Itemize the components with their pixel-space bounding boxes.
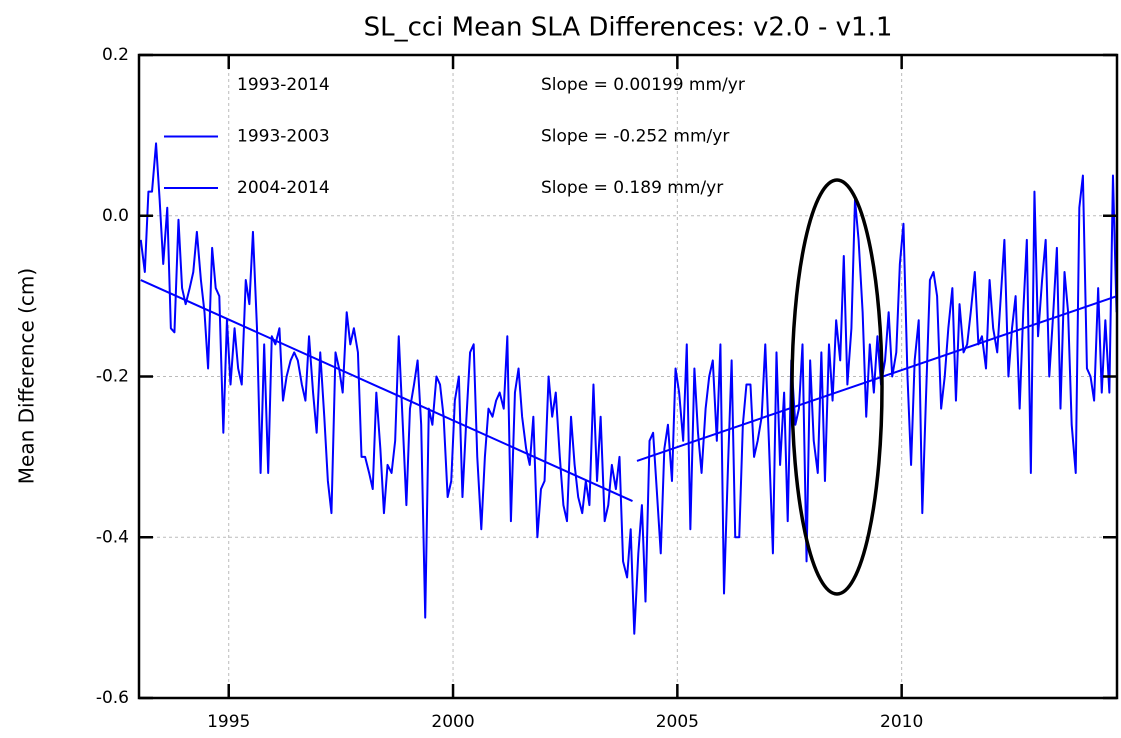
- x-tick-label: 1995: [207, 712, 250, 732]
- chart-title: SL_cci Mean SLA Differences: v2.0 - v1.1: [364, 13, 893, 43]
- highlight-ellipse: [790, 178, 884, 596]
- legend-label: 2004-2014: [237, 178, 330, 198]
- x-tick-label: 2005: [656, 712, 699, 732]
- trend-line: [636, 295, 1117, 462]
- x-tick-label: 2010: [880, 712, 923, 732]
- y-tick-label: 0.2: [102, 45, 129, 65]
- legend: 1993-2014 Slope = 0.00199 mm/yr 1993-2003 S…: [164, 75, 745, 198]
- plot-area: [139, 142, 1117, 635]
- x-tick-label: 2000: [431, 712, 474, 732]
- y-tick-label: -0.6: [96, 688, 129, 708]
- y-tick-label: -0.4: [96, 527, 129, 547]
- slope-annotation: Slope = 0.00199 mm/yr: [541, 75, 745, 95]
- slope-annotation: Slope = 0.189 mm/yr: [541, 178, 723, 198]
- y-tick-label: 0.0: [102, 206, 129, 226]
- slope-annotation: Slope = -0.252 mm/yr: [541, 127, 729, 147]
- y-axis-label: Mean Difference (cm): [15, 268, 39, 484]
- data-line: [139, 142, 1117, 635]
- trend-line: [140, 279, 633, 502]
- axes: 1995 2000 2005 2010 -0.6 -0.4 -0.2 0.0 0.2: [96, 45, 1117, 732]
- y-tick-label: -0.2: [96, 367, 129, 387]
- legend-label: 1993-2003: [237, 127, 330, 147]
- legend-label: 1993-2014: [237, 75, 330, 95]
